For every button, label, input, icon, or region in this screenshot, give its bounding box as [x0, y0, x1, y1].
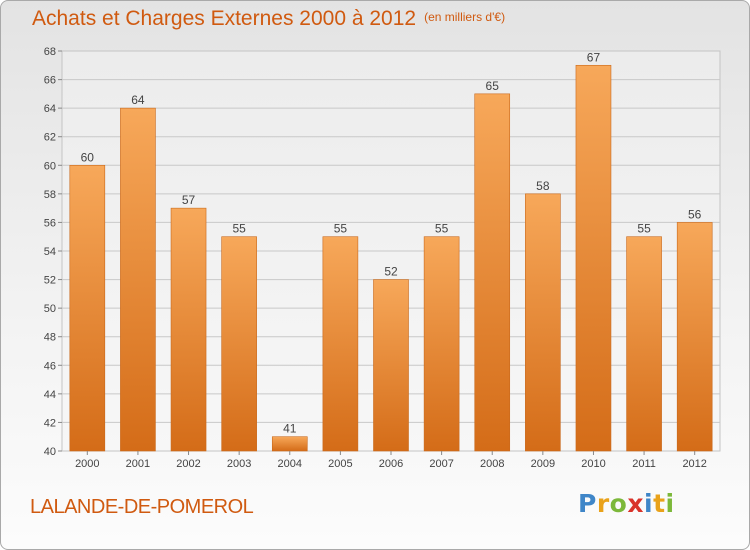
- bar-value-label: 57: [182, 193, 196, 207]
- x-tick-label: 2001: [126, 458, 150, 470]
- bar: [525, 193, 561, 452]
- bar-value-label: 65: [486, 79, 500, 93]
- x-tick-label: 2008: [480, 458, 504, 470]
- y-tick-label: 48: [44, 332, 56, 344]
- x-tick-label: 2003: [227, 458, 251, 470]
- y-tick-label: 60: [44, 160, 56, 172]
- y-tick-label: 40: [44, 446, 56, 458]
- y-tick-label: 42: [44, 417, 56, 429]
- logo-letter: P: [578, 489, 597, 518]
- bar-value-label: 56: [688, 207, 702, 221]
- bar-value-label: 58: [536, 179, 550, 193]
- y-tick-label: 62: [44, 132, 56, 144]
- x-axis: 2000 2001 2002 2003 2004 2005 2006 2007 2008 2009…: [75, 451, 707, 470]
- bars: [69, 64, 713, 452]
- x-tick-label: 2009: [531, 458, 555, 470]
- bar: [373, 279, 409, 452]
- y-tick-label: 56: [44, 217, 56, 229]
- bar-value-label: 55: [334, 222, 348, 236]
- bar: [676, 222, 713, 452]
- logo-letter: i: [665, 489, 675, 518]
- bar-value-label: 67: [587, 50, 601, 64]
- bar-value-label: 60: [81, 150, 95, 164]
- logo-letter: i: [644, 489, 654, 518]
- x-tick-label: 2011: [632, 458, 656, 470]
- y-tick-label: 50: [44, 303, 56, 315]
- bar: [322, 236, 359, 452]
- bar-value-label: 52: [384, 265, 398, 279]
- y-tick-label: 58: [44, 189, 56, 201]
- x-tick-label: 2006: [379, 458, 403, 470]
- bar: [575, 64, 612, 452]
- x-tick-label: 2002: [176, 458, 200, 470]
- bar: [170, 207, 207, 452]
- bar: [474, 93, 511, 452]
- bar-value-label: 55: [435, 222, 449, 236]
- bar: [69, 164, 106, 452]
- y-tick-label: 54: [44, 246, 56, 258]
- x-tick-label: 2007: [429, 458, 453, 470]
- y-axis: 40 42 44 46 48 50 52 54 56 58 60 62 64 66 68: [44, 46, 62, 458]
- y-tick-label: 68: [44, 46, 56, 58]
- y-tick-label: 46: [44, 360, 56, 372]
- y-tick-label: 64: [44, 103, 56, 115]
- bar: [120, 107, 156, 452]
- bar-value-label: 55: [637, 222, 651, 236]
- x-tick-label: 2012: [682, 458, 706, 470]
- data-labels: 60 64 57 55 41 55 52 55 65 58 67 55 56: [81, 50, 702, 435]
- bar-value-label: 64: [131, 93, 145, 107]
- bar-value-label: 41: [283, 422, 297, 436]
- y-tick-label: 44: [44, 389, 56, 401]
- x-tick-label: 2005: [328, 458, 352, 470]
- bar: [423, 236, 460, 452]
- x-tick-label: 2000: [75, 458, 99, 470]
- chart-title: Achats et Charges Externes 2000 à 2012 (e…: [32, 7, 505, 31]
- logo-letter: x: [627, 489, 644, 518]
- bar-value-label: 55: [232, 222, 246, 236]
- proxiti-logo[interactable]: Proxiti: [578, 489, 675, 518]
- commune-name: LALANDE-DE-POMEROL: [30, 496, 254, 518]
- logo-letter: o: [609, 489, 628, 518]
- chart-title-text: Achats et Charges Externes 2000 à 2012: [32, 7, 417, 30]
- chart-subtitle: (en milliers d'€): [424, 10, 506, 24]
- bar: [626, 236, 662, 452]
- logo-letter: t: [653, 489, 666, 518]
- y-tick-label: 66: [44, 75, 56, 87]
- logo-letter: r: [596, 489, 610, 518]
- bar: [271, 436, 308, 452]
- x-tick-label: 2010: [581, 458, 605, 470]
- x-tick-label: 2004: [278, 458, 302, 470]
- bar: [221, 236, 257, 452]
- y-tick-label: 52: [44, 275, 56, 287]
